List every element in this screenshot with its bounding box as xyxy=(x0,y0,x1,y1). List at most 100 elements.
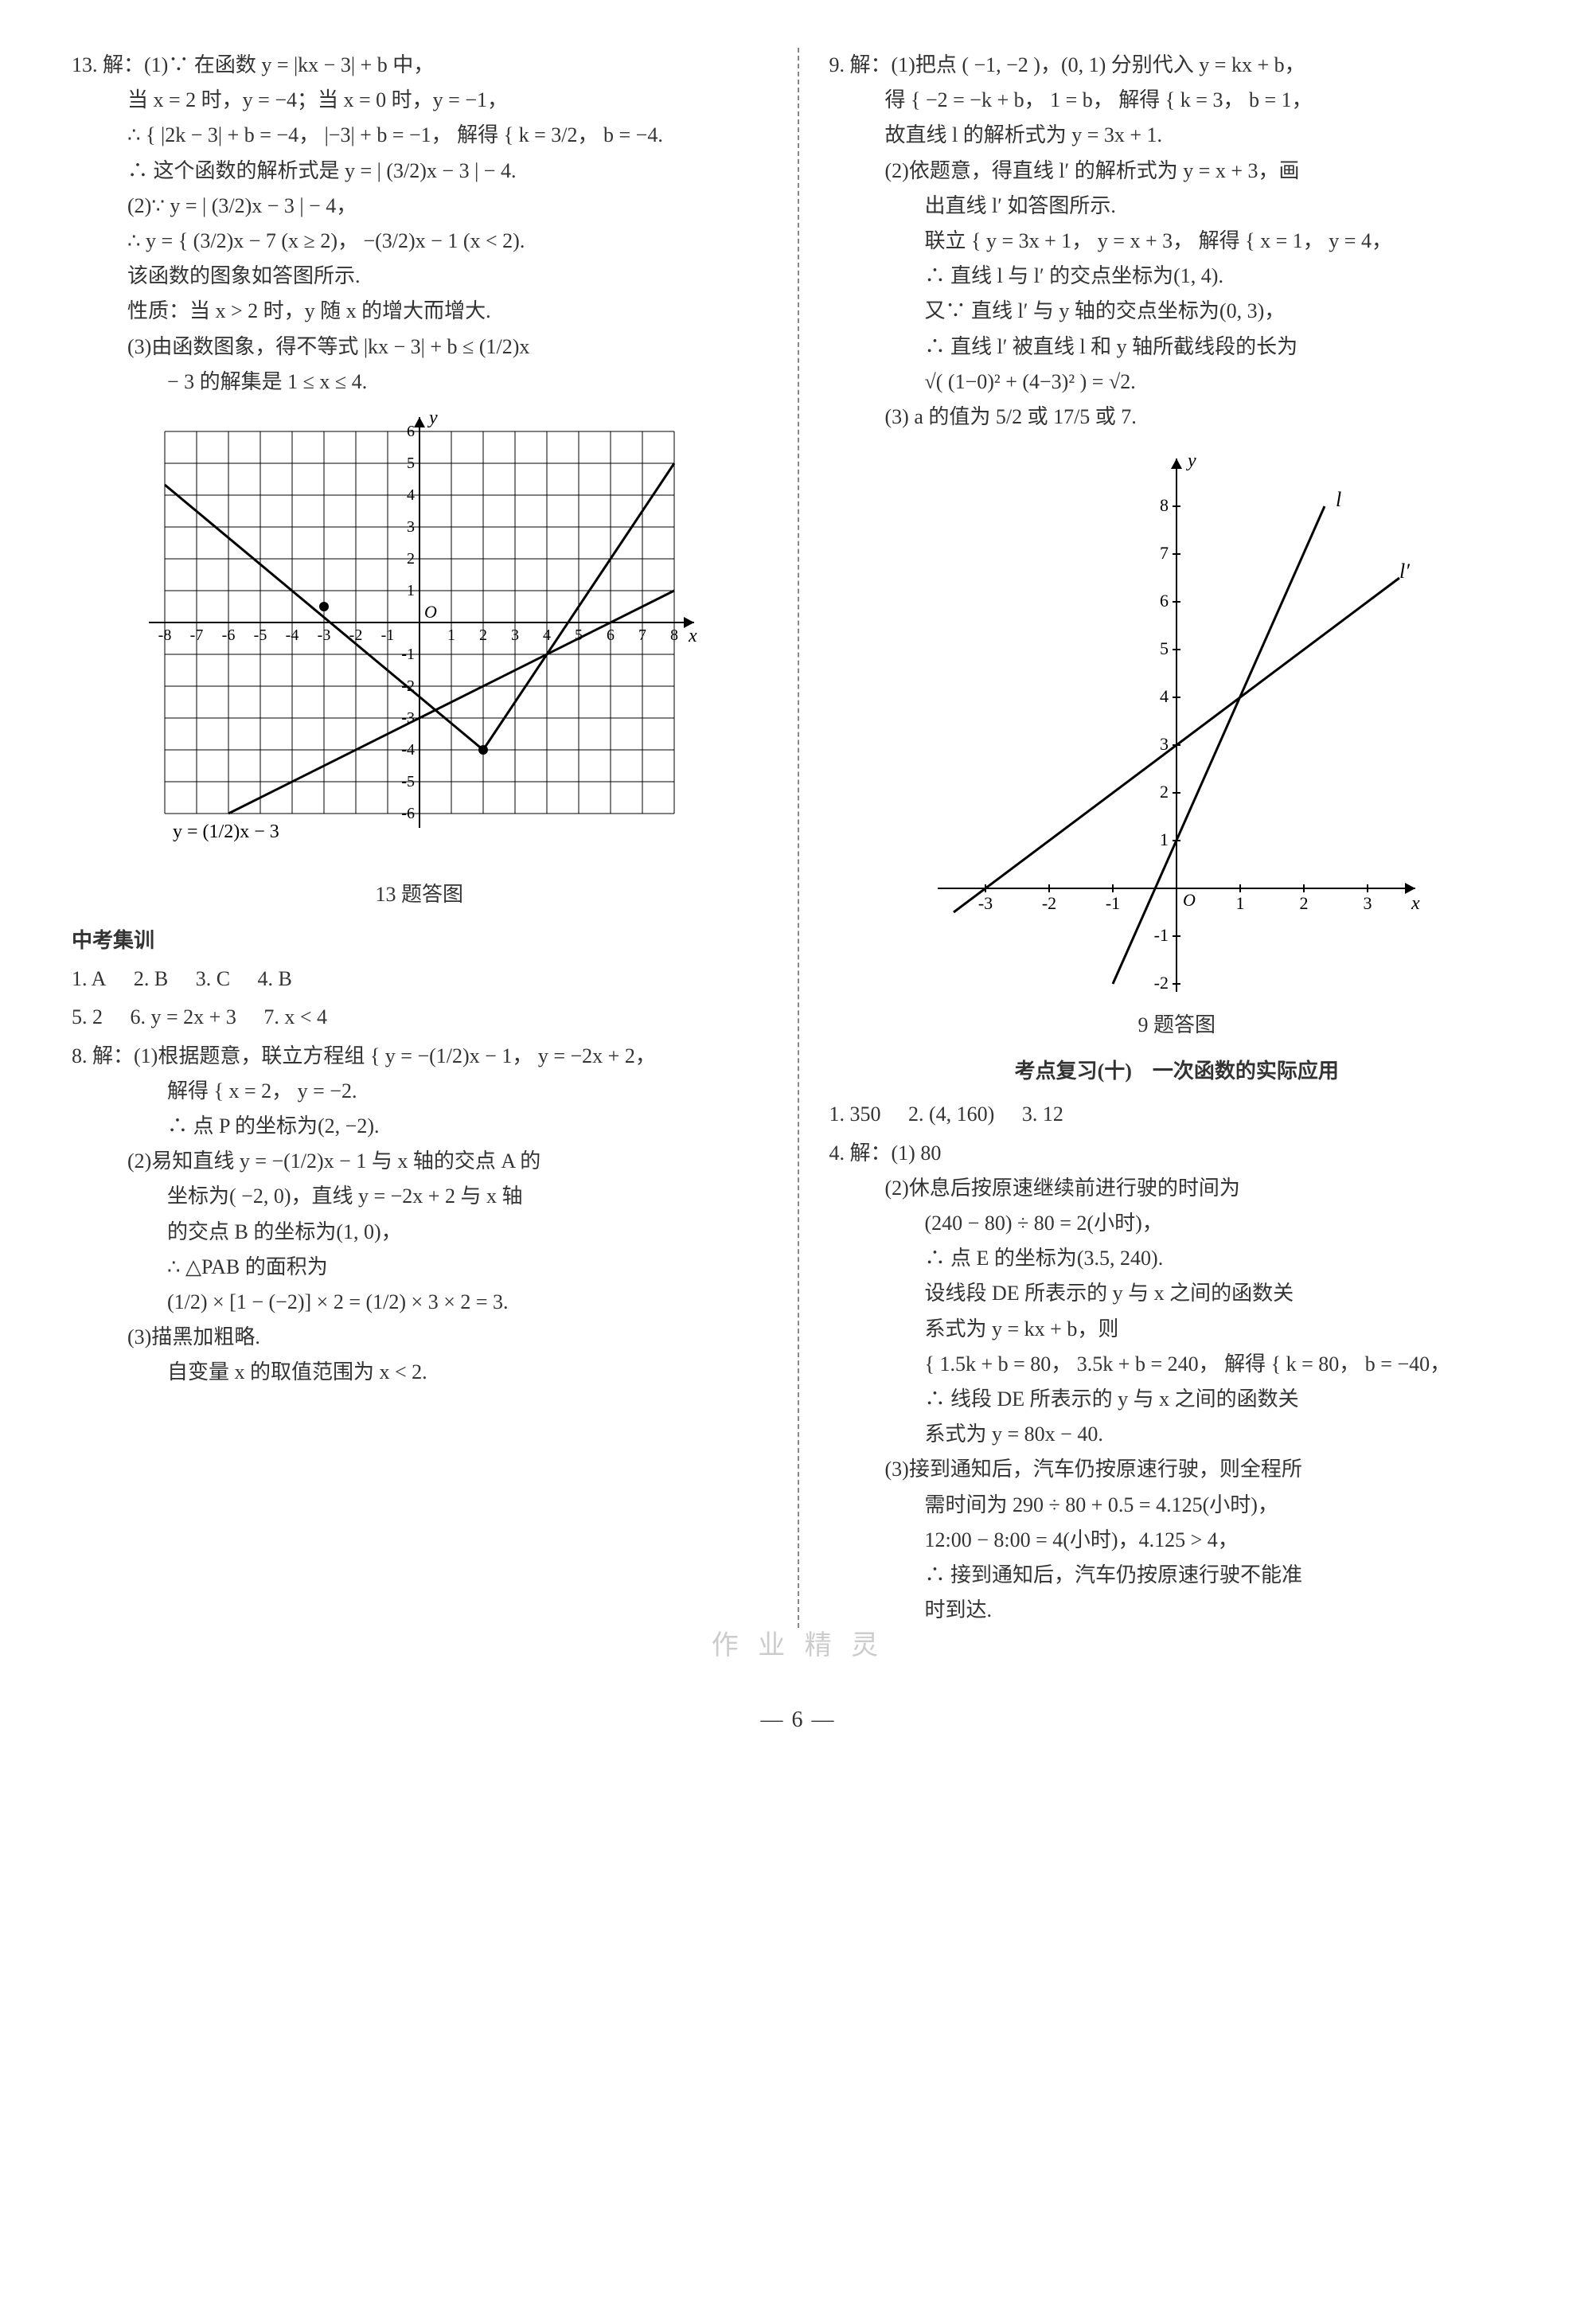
svg-text:-2: -2 xyxy=(1154,973,1169,993)
svg-text:-8: -8 xyxy=(158,626,171,644)
q4-line14: 时到达. xyxy=(829,1593,1525,1628)
svg-text:l: l xyxy=(1336,488,1341,511)
svg-text:8: 8 xyxy=(670,626,678,644)
svg-text:x: x xyxy=(688,626,697,646)
right-answers-row-1: 1. 350 2. (4, 160) 3. 12 xyxy=(829,1097,1525,1132)
svg-text:-1: -1 xyxy=(380,626,394,644)
svg-text:-3: -3 xyxy=(317,626,330,644)
svg-text:-1: -1 xyxy=(1154,925,1169,945)
svg-text:5: 5 xyxy=(1160,638,1169,658)
q13-line1: 13. 解：(1)∵ 在函数 y = |kx − 3| + b 中， xyxy=(72,48,767,83)
q13-line6: ∴ y = { (3/2)x − 7 (x ≥ 2)， −(3/2)x − 1 … xyxy=(72,224,767,259)
q4-line4: ∴ 点 E 的坐标为(3.5, 240). xyxy=(829,1241,1525,1276)
svg-text:-6: -6 xyxy=(221,626,235,644)
kdfx-title: 考点复习(十) 一次函数的实际应用 xyxy=(829,1054,1525,1089)
svg-text:2: 2 xyxy=(1160,782,1169,802)
answers-row-2: 5. 2 6. y = 2x + 3 7. x < 4 xyxy=(72,1000,767,1035)
q8-line6: 的交点 B 的坐标为(1, 0)， xyxy=(72,1215,767,1250)
q13-line5: (2)∵ y = | (3/2)x − 3 | − 4， xyxy=(72,189,767,224)
svg-text:3: 3 xyxy=(1364,893,1372,913)
q8-line10: 自变量 x 的取值范围为 x < 2. xyxy=(72,1355,767,1390)
svg-text:3: 3 xyxy=(407,518,415,536)
svg-text:-5: -5 xyxy=(253,626,267,644)
svg-text:7: 7 xyxy=(1160,543,1169,563)
q9-line2: 得 { −2 = −k + b， 1 = b， 解得 { k = 3， b = … xyxy=(829,83,1525,118)
r-ans1: 1. 350 xyxy=(829,1102,881,1126)
chart-13: x y O -8-7-6 -5-4-3 -2-1 123 456 78 654 … xyxy=(141,408,698,869)
q4-line9: 系式为 y = 80x − 40. xyxy=(829,1417,1525,1452)
svg-text:5: 5 xyxy=(407,455,415,472)
r-ans3: 3. 12 xyxy=(1022,1102,1063,1126)
q8-line2: 解得 { x = 2， y = −2. xyxy=(72,1074,767,1109)
chart-9: x y O -3-2-1 123 123 45 xyxy=(922,443,1431,1000)
r-ans2: 2. (4, 160) xyxy=(908,1102,994,1126)
ans6: 6. y = 2x + 3 xyxy=(131,1005,236,1028)
svg-text:8: 8 xyxy=(1160,495,1169,515)
ans7: 7. x < 4 xyxy=(263,1005,327,1028)
q4-line6: 系式为 y = kx + b，则 xyxy=(829,1312,1525,1347)
svg-text:6: 6 xyxy=(607,626,615,644)
right-column: 9. 解：(1)把点 ( −1, −2 )，(0, 1) 分别代入 y = kx… xyxy=(829,48,1525,1628)
q9-line3: 故直线 l 的解析式为 y = 3x + 1. xyxy=(829,118,1525,153)
svg-text:1: 1 xyxy=(1160,829,1169,849)
svg-text:1: 1 xyxy=(1236,893,1245,913)
q9-line9: ∴ 直线 l′ 被直线 l 和 y 轴所截线段的长为 xyxy=(829,330,1525,365)
svg-text:1: 1 xyxy=(447,626,455,644)
left-column: 13. 解：(1)∵ 在函数 y = |kx − 3| + b 中， 当 x =… xyxy=(72,48,767,1628)
q4-line11: 需时间为 290 ÷ 80 + 0.5 = 4.125(小时)， xyxy=(829,1488,1525,1523)
svg-text:y: y xyxy=(427,408,438,428)
ans4: 4. B xyxy=(258,967,292,990)
svg-text:y: y xyxy=(1186,451,1196,471)
answers-row-1: 1. A 2. B 3. C 4. B xyxy=(72,962,767,997)
q8-line8: (1/2) × [1 − (−2)] × 2 = (1/2) × 3 × 2 =… xyxy=(72,1285,767,1320)
q9-line6: 联立 { y = 3x + 1， y = x + 3， 解得 { x = 1， … xyxy=(829,224,1525,259)
zkjx-title: 中考集训 xyxy=(72,923,767,958)
q4-line3: (240 − 80) ÷ 80 = 2(小时)， xyxy=(829,1206,1525,1241)
svg-text:-1: -1 xyxy=(1106,893,1120,913)
q4-line5: 设线段 DE 所表示的 y 与 x 之间的函数关 xyxy=(829,1276,1525,1311)
q8-line4: (2)易知直线 y = −(1/2)x − 1 与 x 轴的交点 A 的 xyxy=(72,1144,767,1179)
q8-line3: ∴ 点 P 的坐标为(2, −2). xyxy=(72,1109,767,1144)
chart13-formula-label: y = (1/2)x − 3 xyxy=(173,821,279,842)
svg-text:2: 2 xyxy=(407,550,415,568)
svg-text:6: 6 xyxy=(1160,591,1169,611)
q9-line8: 又∵ 直线 l′ 与 y 轴的交点坐标为(0, 3)， xyxy=(829,294,1525,329)
page-columns: 13. 解：(1)∵ 在函数 y = |kx − 3| + b 中， 当 x =… xyxy=(72,48,1524,1628)
q4-line2: (2)休息后按原速继续前进行驶的时间为 xyxy=(829,1171,1525,1206)
svg-text:-1: -1 xyxy=(401,646,415,663)
svg-text:-4: -4 xyxy=(285,626,299,644)
page-number: — 6 — xyxy=(72,1701,1524,1739)
svg-text:3: 3 xyxy=(511,626,519,644)
svg-text:-3: -3 xyxy=(978,893,993,913)
q13-line9: (3)由函数图象，得不等式 |kx − 3| + b ≤ (1/2)x xyxy=(72,330,767,365)
q4-line12: 12:00 − 8:00 = 4(小时)，4.125 > 4， xyxy=(829,1523,1525,1558)
q4-line8: ∴ 线段 DE 所表示的 y 与 x 之间的函数关 xyxy=(829,1382,1525,1417)
svg-text:2: 2 xyxy=(1300,893,1309,913)
q4-line10: (3)接到通知后，汽车仍按原速行驶，则全程所 xyxy=(829,1452,1525,1487)
q13-line10: − 3 的解集是 1 ≤ x ≤ 4. xyxy=(72,365,767,400)
q13-line2: 当 x = 2 时，y = −4；当 x = 0 时，y = −1， xyxy=(72,83,767,118)
q8-line7: ∴ △PAB 的面积为 xyxy=(72,1250,767,1285)
svg-text:6: 6 xyxy=(407,423,415,440)
column-divider xyxy=(798,48,799,1628)
svg-text:-7: -7 xyxy=(189,626,203,644)
q9-line7: ∴ 直线 l 与 l′ 的交点坐标为(1, 4). xyxy=(829,259,1525,294)
q4-line7: { 1.5k + b = 80， 3.5k + b = 240， 解得 { k … xyxy=(829,1347,1525,1382)
svg-text:4: 4 xyxy=(1160,686,1169,706)
q13-line3: ∴ { |2k − 3| + b = −4， |−3| + b = −1， 解得… xyxy=(72,118,767,153)
svg-text:O: O xyxy=(1183,890,1196,910)
svg-text:4: 4 xyxy=(407,486,415,504)
svg-text:-6: -6 xyxy=(401,805,415,822)
svg-text:l′: l′ xyxy=(1399,560,1410,583)
q9-line10: √( (1−0)² + (4−3)² ) = √2. xyxy=(829,365,1525,400)
q9-line5: 出直线 l′ 如答图所示. xyxy=(829,189,1525,224)
ans5: 5. 2 xyxy=(72,1005,103,1028)
chart9-caption: 9 题答图 xyxy=(829,1008,1525,1043)
svg-text:x: x xyxy=(1411,893,1420,914)
svg-text:2: 2 xyxy=(479,626,487,644)
q8-line1: 8. 解：(1)根据题意，联立方程组 { y = −(1/2)x − 1， y … xyxy=(72,1039,767,1074)
chart13-caption: 13 题答图 xyxy=(72,877,767,912)
q4-line13: ∴ 接到通知后，汽车仍按原速行驶不能准 xyxy=(829,1558,1525,1593)
svg-text:O: O xyxy=(424,602,437,622)
ans1: 1. A xyxy=(72,967,106,990)
